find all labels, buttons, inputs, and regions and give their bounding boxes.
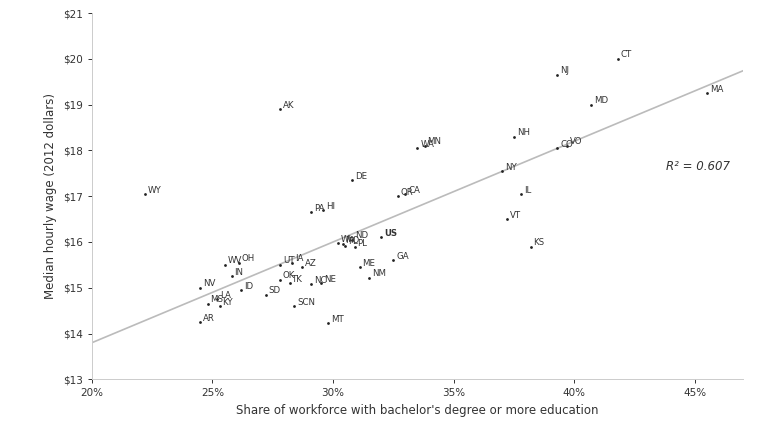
Text: AK: AK [283,101,294,110]
Text: PL: PL [358,239,368,248]
Text: VO: VO [570,137,582,146]
Text: R² = 0.607: R² = 0.607 [666,160,730,173]
Text: LA: LA [220,291,231,300]
Text: ID: ID [244,282,254,291]
Text: NV: NV [203,279,215,288]
Text: FL: FL [348,237,358,246]
Text: CT: CT [620,51,632,59]
Text: CA: CA [408,186,420,194]
Text: KY: KY [222,298,233,307]
Text: MO: MO [345,236,360,245]
Text: WI: WI [341,235,352,244]
Text: NH: NH [517,128,530,137]
Text: HI: HI [326,201,336,211]
Text: ME: ME [362,259,375,268]
Text: NC: NC [314,276,326,285]
Text: MD: MD [594,96,608,105]
Text: ND: ND [355,232,368,240]
Text: MT: MT [331,315,344,324]
Text: MN: MN [427,137,441,146]
Text: IN: IN [234,268,244,277]
Text: TK: TK [293,275,303,284]
X-axis label: Share of workforce with bachelor's degree or more education: Share of workforce with bachelor's degre… [236,404,599,417]
Text: DE: DE [355,172,367,181]
Text: AZ: AZ [305,259,316,268]
Text: UT: UT [283,256,294,266]
Y-axis label: Median hourly wage (2012 dollars): Median hourly wage (2012 dollars) [44,93,57,299]
Text: MA: MA [709,85,723,94]
Text: WV: WV [228,256,242,266]
Text: US: US [384,229,398,238]
Text: OR: OR [401,188,414,197]
Text: NJ: NJ [560,67,569,75]
Text: MS: MS [211,296,224,304]
Text: WA: WA [421,140,434,149]
Text: SCN: SCN [297,298,316,307]
Text: CO: CO [560,140,573,149]
Text: NM: NM [372,269,386,278]
Text: IA: IA [295,254,303,263]
Text: OK: OK [283,271,295,280]
Text: KS: KS [534,238,545,247]
Text: SD: SD [268,286,280,295]
Text: NY: NY [505,163,516,172]
Text: WY: WY [148,186,162,194]
Text: OH: OH [242,254,255,263]
Text: NE: NE [324,275,336,284]
Text: IL: IL [524,186,531,194]
Text: VT: VT [509,211,521,220]
Text: GA: GA [396,252,409,261]
Text: PA: PA [314,204,325,213]
Text: AR: AR [203,314,215,323]
